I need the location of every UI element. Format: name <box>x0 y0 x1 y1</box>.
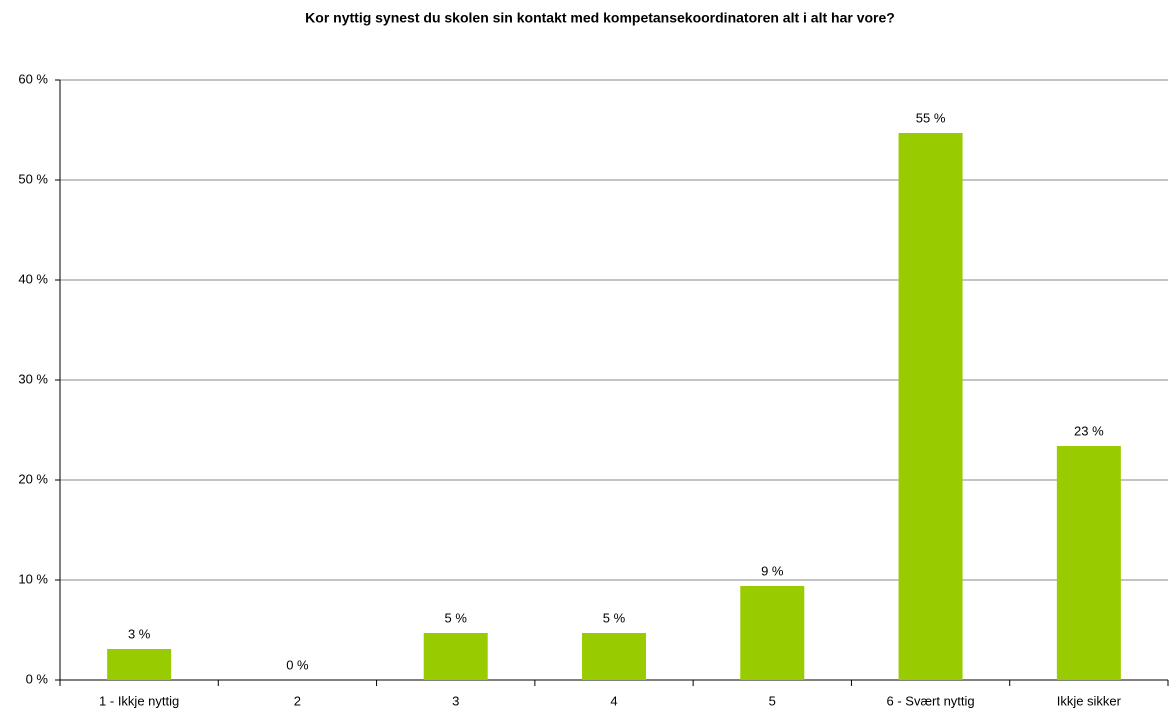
bar <box>582 633 646 680</box>
bar <box>740 586 805 680</box>
data-label: 23 % <box>1074 423 1104 438</box>
y-tick-label: 50 % <box>18 171 48 186</box>
data-label: 5 % <box>603 610 626 625</box>
data-label: 9 % <box>761 563 784 578</box>
y-tick-label: 40 % <box>18 271 48 286</box>
chart-title: Kor nyttig synest du skolen sin kontakt … <box>305 10 895 26</box>
data-label: 5 % <box>445 610 468 625</box>
y-tick-label: 30 % <box>18 371 48 386</box>
y-tick-label: 0 % <box>26 671 49 686</box>
x-tick-label: 6 - Svært nyttig <box>887 693 975 708</box>
bar <box>1056 446 1121 680</box>
y-tick-label: 60 % <box>18 71 48 86</box>
bar <box>898 133 963 680</box>
y-tick-label: 20 % <box>18 471 48 486</box>
bar <box>107 649 172 680</box>
x-tick-label: 1 - Ikkje nyttig <box>99 693 179 708</box>
x-tick-label: 4 <box>610 693 617 708</box>
x-tick-label: Ikkje sikker <box>1057 693 1122 708</box>
x-tick-label: 5 <box>769 693 776 708</box>
bar <box>423 633 488 680</box>
data-label: 3 % <box>128 626 151 641</box>
data-label: 55 % <box>916 110 946 125</box>
x-tick-label: 2 <box>294 693 301 708</box>
y-tick-label: 10 % <box>18 571 48 586</box>
data-label: 0 % <box>286 657 309 672</box>
x-tick-label: 3 <box>452 693 459 708</box>
